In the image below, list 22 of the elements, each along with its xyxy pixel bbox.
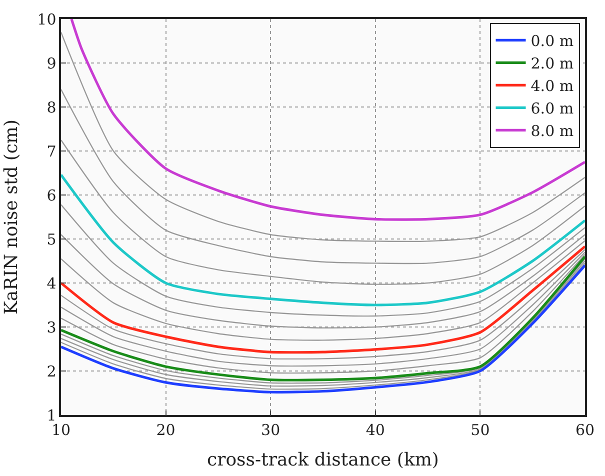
y-tick-label: 7 [46, 142, 56, 160]
legend-label: 8.0 m [530, 122, 574, 140]
y-tick-label: 5 [46, 230, 56, 248]
x-tick-label: 40 [366, 420, 385, 439]
x-axis-title: cross-track distance (km) [207, 449, 439, 470]
legend-label: 4.0 m [530, 77, 574, 96]
x-tick-label: 60 [575, 420, 595, 439]
y-tick-label: 9 [46, 54, 56, 72]
y-axis-title: KaRIN noise std (cm) [0, 119, 22, 315]
x-tick-label: 20 [156, 420, 176, 439]
x-tick-label: 30 [261, 420, 280, 439]
y-tick-label: 10 [37, 10, 56, 28]
y-tick-label: 6 [46, 186, 56, 204]
y-tick-label: 1 [46, 406, 56, 424]
legend-label: 2.0 m [530, 54, 574, 73]
legend-label: 6.0 m [530, 100, 574, 118]
y-tick-label: 2 [46, 362, 56, 380]
legend-label: 0.0 m [530, 32, 574, 50]
x-tick-label: 50 [470, 420, 490, 439]
y-tick-label: 3 [46, 318, 56, 336]
y-tick-label: 8 [46, 98, 56, 116]
y-tick-label: 4 [46, 274, 56, 292]
